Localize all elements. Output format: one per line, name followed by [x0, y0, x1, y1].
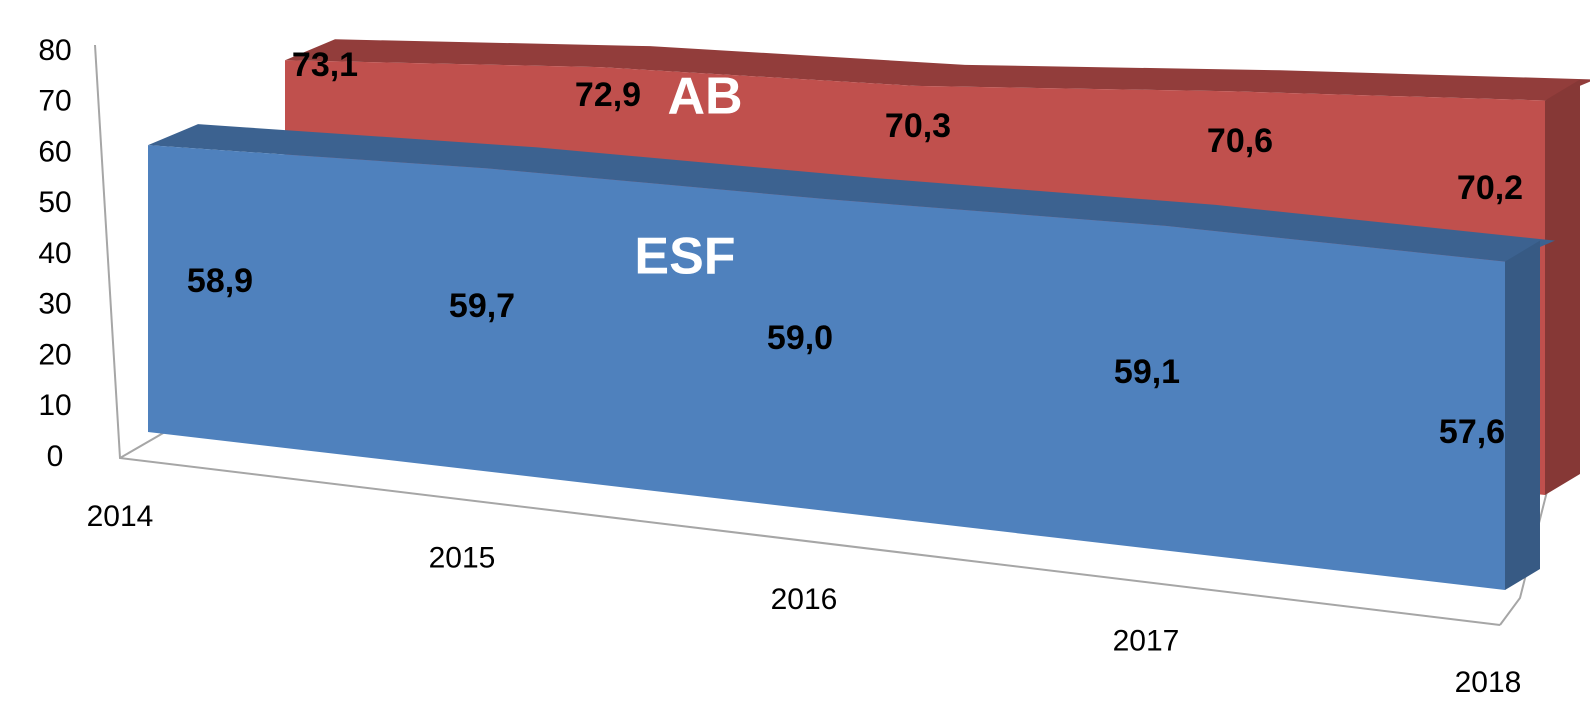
y-tick-label: 80 [38, 34, 71, 67]
x-tick-label: 2015 [429, 541, 496, 574]
data-label: 70,6 [1207, 122, 1273, 160]
series-label: ESF [634, 228, 735, 286]
data-label: 58,9 [187, 262, 253, 300]
y-tick-label: 60 [38, 135, 71, 168]
area-top [148, 124, 1555, 262]
y-tick-label: 70 [38, 85, 71, 118]
data-label: 70,2 [1457, 169, 1523, 207]
area-side [1505, 240, 1540, 590]
area-top [285, 39, 1590, 101]
data-label: 72,9 [575, 76, 641, 114]
y-tick-label: 50 [38, 186, 71, 219]
x-tick-label: 2018 [1455, 666, 1522, 699]
x-tick-label: 2017 [1113, 624, 1180, 657]
data-label: 70,3 [885, 107, 951, 145]
data-label: 73,1 [292, 46, 358, 84]
x-tick-label: 2014 [87, 500, 154, 533]
y-tick-label: 40 [38, 237, 71, 270]
x-tick-label: 2016 [771, 583, 838, 616]
data-label: 59,7 [449, 287, 515, 325]
y-tick-label: 30 [38, 288, 71, 321]
data-label: 59,1 [1114, 353, 1180, 391]
axis-frame [119, 431, 166, 459]
area-front [148, 145, 1505, 591]
y-tick-label: 10 [38, 389, 71, 422]
area-side [1545, 79, 1580, 495]
data-label: 57,6 [1439, 413, 1505, 451]
data-label: 59,0 [767, 319, 833, 357]
y-tick-label: 20 [38, 338, 71, 371]
y-tick-label: 0 [47, 440, 64, 473]
series-label: AB [667, 68, 742, 126]
